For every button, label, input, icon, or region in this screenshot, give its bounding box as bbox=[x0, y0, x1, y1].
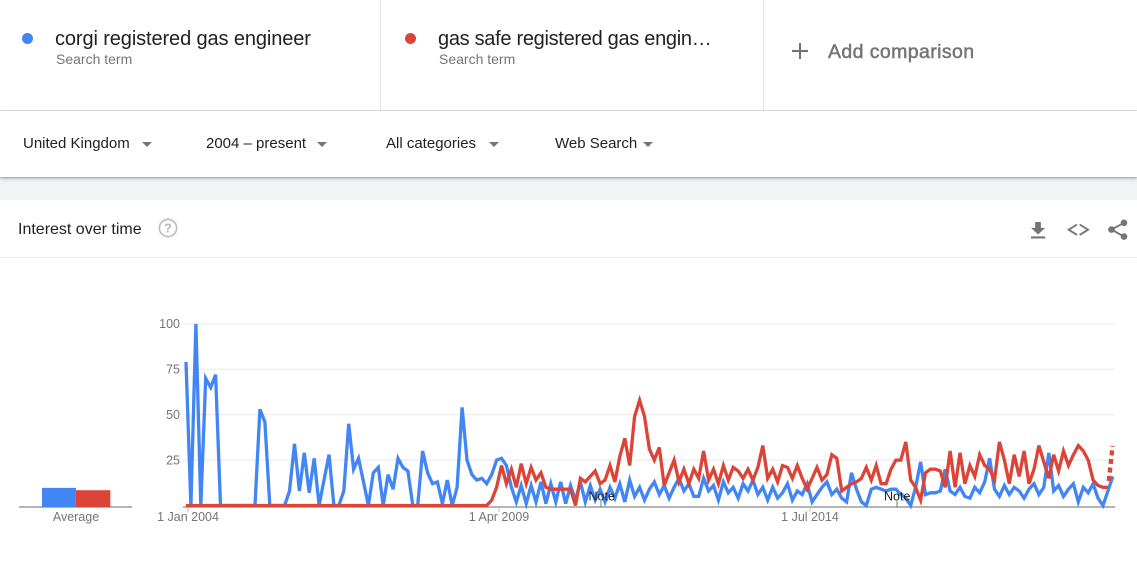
svg-text:75: 75 bbox=[166, 363, 180, 377]
svg-text:50: 50 bbox=[166, 408, 180, 422]
svg-text:Note: Note bbox=[884, 490, 910, 504]
svg-text:1 Jan 2004: 1 Jan 2004 bbox=[157, 510, 219, 524]
svg-text:25: 25 bbox=[166, 453, 180, 467]
svg-text:100: 100 bbox=[159, 317, 180, 331]
svg-text:1 Jul 2014: 1 Jul 2014 bbox=[781, 510, 839, 524]
svg-text:?: ? bbox=[164, 221, 172, 235]
svg-text:1 Apr 2009: 1 Apr 2009 bbox=[469, 510, 530, 524]
svg-text:Average: Average bbox=[53, 510, 99, 524]
svg-text:Note: Note bbox=[589, 490, 615, 504]
